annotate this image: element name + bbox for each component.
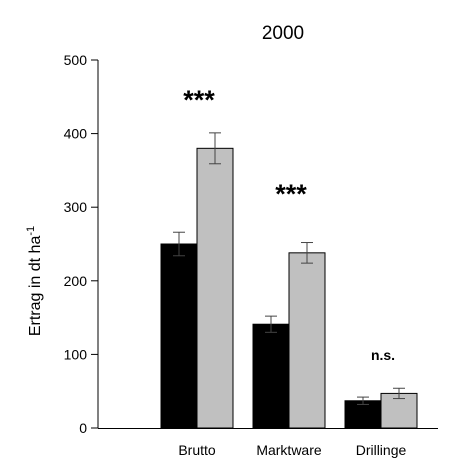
bar-marktware-series-2 — [288, 252, 326, 429]
y-axis-label-text: Ertrag in dt ha — [27, 236, 44, 337]
y-tick-label: 300 — [64, 199, 88, 215]
axes — [97, 60, 438, 429]
y-tick-label: 400 — [64, 126, 88, 142]
chart-title: 2000 — [262, 23, 304, 44]
x-tick-labels: Brutto Marktware Drillinge — [178, 442, 406, 458]
x-tick-label-drillinge: Drillinge — [356, 442, 407, 458]
y-tick-label: 200 — [64, 273, 88, 289]
bar-marktware-series-1 — [252, 323, 290, 429]
error-bar-brutto-series-1 — [173, 231, 185, 257]
error-bar-marktware-series-2 — [301, 242, 313, 264]
x-tick-label-brutto: Brutto — [178, 442, 216, 458]
bar-drillinge-series-2 — [380, 392, 418, 429]
significance-label-drillinge: n.s. — [371, 347, 395, 363]
y-axis-label-exponent: -1 — [25, 226, 37, 236]
y-axis-label: Ertrag in dt ha-1 — [25, 226, 44, 336]
error-bar-marktware-series-1 — [265, 315, 277, 333]
y-tick-label: 500 — [64, 52, 88, 68]
y-ticks: 0 100 200 300 400 500 — [64, 52, 98, 436]
significance-annotations: *** *** n.s. — [183, 85, 395, 363]
error-bar-drillinge-series-2 — [393, 387, 405, 400]
error-bar-drillinge-series-1 — [357, 396, 369, 405]
y-tick-label: 100 — [64, 346, 88, 362]
bar-brutto-series-1 — [160, 243, 198, 429]
x-tick-label-marktware: Marktware — [256, 442, 322, 458]
significance-label-brutto: *** — [183, 85, 215, 115]
error-bar-brutto-series-2 — [209, 132, 221, 165]
error-bars — [173, 132, 405, 405]
bar-brutto-series-2 — [196, 147, 234, 429]
y-tick-label: 0 — [79, 420, 87, 436]
significance-label-marktware: *** — [275, 179, 307, 209]
